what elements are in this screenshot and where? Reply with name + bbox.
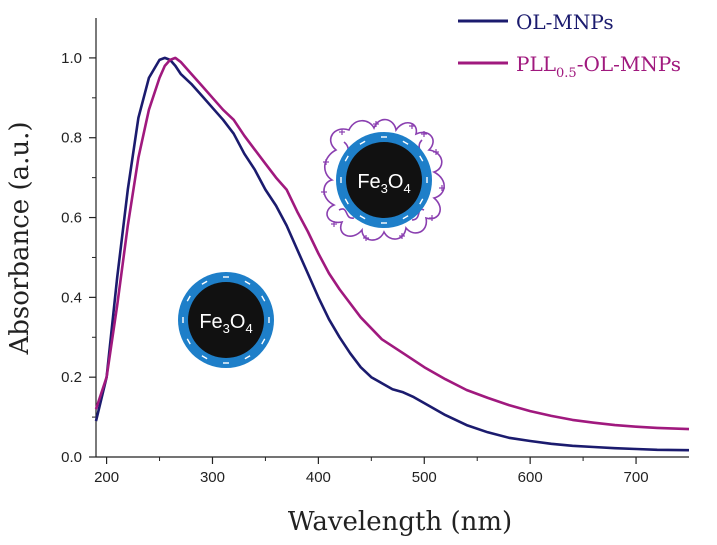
pll-coated-nanoparticle-illustration: Fe3O4: [321, 118, 445, 241]
bare-label-sub1: 3: [223, 321, 230, 336]
y-tick-label-0: 0.0: [61, 449, 82, 466]
minus-charge-mark: [344, 198, 349, 205]
coated-nanoparticle-core: [346, 142, 422, 218]
bare-label-fe: Fe: [199, 311, 222, 333]
minus-charge-mark: [402, 215, 409, 220]
x-tick-label-400: 400: [306, 469, 331, 486]
legend-label-pll-ol-mnps: PLL0.5-OL-MNPs: [516, 52, 681, 81]
minus-charge-mark: [244, 355, 251, 360]
legend-label-pll-rest: -OL-MNPs: [577, 52, 681, 76]
minus-charge-mark: [186, 295, 191, 302]
y-axis-title: Absorbance (a.u.): [5, 121, 35, 355]
bare-nanoparticle-charges: [182, 276, 270, 364]
legend-label-pll-subscript: 0.5: [556, 66, 577, 81]
pll-positive-charges: [321, 121, 445, 241]
coated-label-o: O: [388, 171, 404, 193]
minus-charge-mark: [201, 355, 208, 360]
minus-charge-mark: [201, 280, 208, 285]
minus-charge-mark: [186, 338, 191, 345]
minus-charge-mark: [402, 140, 409, 145]
y-ticks: 0.0 0.2 0.4 0.6 0.8 1.0: [61, 50, 96, 466]
bare-nanoparticle-illustration: Fe3O4: [178, 272, 274, 368]
bare-nanoparticle-core: [188, 282, 264, 358]
coated-label-sub2: 4: [403, 181, 410, 196]
minus-charge-mark: [359, 215, 366, 220]
x-tick-label-600: 600: [518, 469, 543, 486]
minus-charge-mark: [244, 280, 251, 285]
legend-label-pll-main: PLL: [516, 52, 556, 76]
bare-label-o: O: [230, 311, 246, 333]
coated-label-fe: Fe: [357, 171, 380, 193]
series-line-0: [94, 56, 690, 452]
y-tick-label-0.2: 0.2: [61, 369, 82, 386]
legend: OL-MNPs PLL0.5-OL-MNPs: [458, 10, 681, 81]
legend-label-ol-mnps: OL-MNPs: [516, 10, 614, 34]
bare-label-sub2: 4: [245, 321, 252, 336]
minus-charge-mark: [344, 155, 349, 162]
series-lines: [94, 56, 690, 452]
minus-charge-mark: [359, 140, 366, 145]
y-tick-label-1: 1.0: [61, 50, 82, 67]
x-tick-label-200: 200: [94, 469, 119, 486]
series-line-1: [94, 56, 690, 431]
bare-nanoparticle-label: Fe3O4: [199, 311, 252, 336]
y-tick-label-0.4: 0.4: [61, 289, 82, 306]
minus-charge-mark: [419, 155, 424, 162]
x-ticks: 200 300 400 500 600 700: [94, 457, 649, 486]
minus-charge-mark: [261, 338, 266, 345]
y-tick-label-0.6: 0.6: [61, 210, 82, 227]
plot-area: 200 300 400 500 600 700 0.0 0.2 0.4 0.6 0.8 1.0: [61, 18, 690, 486]
y-tick-label-0.8: 0.8: [61, 130, 82, 147]
minus-charge-mark: [261, 295, 266, 302]
coated-label-sub1: 3: [381, 181, 388, 196]
x-tick-label-700: 700: [624, 469, 649, 486]
x-axis-title: Wavelength (nm): [288, 507, 512, 537]
x-tick-label-300: 300: [200, 469, 225, 486]
x-tick-label-500: 500: [412, 469, 437, 486]
legend-label-ol-mnps-main: OL-MNPs: [516, 10, 614, 34]
coated-nanoparticle-label: Fe3O4: [357, 171, 410, 196]
coated-nanoparticle-charges: [340, 136, 428, 224]
minus-charge-mark: [419, 198, 424, 205]
